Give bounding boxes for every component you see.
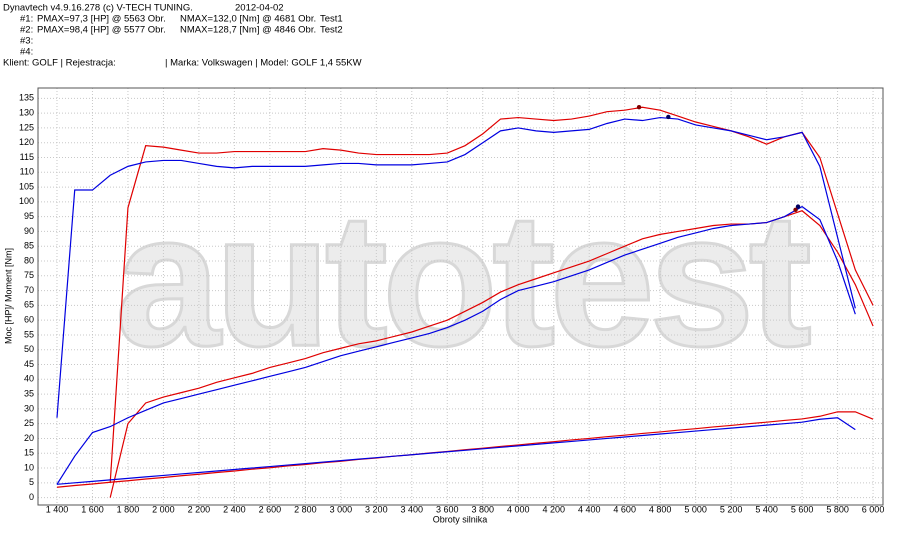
y-tick-label: 50: [24, 344, 34, 354]
peak-marker: [666, 114, 671, 120]
test-nmax: NMAX=132,0 [Nm] @ 4681 Obr.: [180, 14, 316, 25]
y-tick-label: 40: [24, 374, 34, 384]
test-id: #2:: [20, 25, 33, 36]
y-tick-label: 5: [29, 477, 34, 487]
x-tick-label: 2 600: [259, 504, 282, 514]
x-tick-label: 4 200: [542, 504, 565, 514]
x-tick-label: 3 000: [330, 504, 353, 514]
x-tick-label: 3 200: [365, 504, 388, 514]
car: | Marka: Volkswagen | Model: GOLF 1,4 55…: [165, 58, 362, 69]
peak-marker: [793, 207, 798, 213]
peak-marker: [636, 105, 642, 110]
y-tick-label: 30: [24, 403, 34, 413]
x-tick-label: 6 000: [862, 504, 885, 514]
x-tick-label: 3 400: [401, 504, 424, 514]
curve: [109, 106, 874, 483]
y-axis-label: Moc [HP]/ Moment [Nm]: [3, 248, 13, 344]
test-pmax: PMAX=97,3 [HP] @ 5563 Obr.: [37, 14, 166, 25]
y-tick-label: 70: [24, 285, 34, 295]
x-tick-label: 4 600: [613, 504, 636, 514]
y-tick-label: 10: [24, 462, 34, 472]
x-tick-label: 4 400: [578, 504, 601, 514]
y-tick-label: 0: [29, 492, 34, 502]
x-tick-label: 2 800: [294, 504, 317, 514]
test-pmax: PMAX=98,4 [HP] @ 5577 Obr.: [37, 25, 166, 36]
y-tick-label: 45: [24, 359, 34, 369]
test-id: #1:: [20, 14, 33, 25]
test-name: Test1: [320, 14, 343, 25]
test-name: Test2: [320, 25, 343, 36]
client: Klient: GOLF | Rejestracja:: [3, 58, 116, 69]
test-id: #3:: [20, 36, 33, 47]
x-tick-label: 4 000: [507, 504, 530, 514]
curve: [56, 417, 856, 485]
x-tick-label: 1 800: [117, 504, 140, 514]
y-tick-label: 85: [24, 241, 34, 251]
date: 2012-04-02: [235, 3, 284, 14]
y-tick-label: 55: [24, 329, 34, 339]
x-tick-label: 4 800: [649, 504, 672, 514]
test-id: #4:: [20, 47, 33, 58]
y-tick-label: 120: [19, 137, 34, 147]
watermark: autotest: [115, 174, 810, 386]
y-tick-label: 105: [19, 181, 34, 191]
y-tick-label: 20: [24, 433, 34, 443]
y-tick-label: 130: [19, 108, 34, 118]
plot-area: [38, 88, 883, 505]
y-tick-label: 135: [19, 93, 34, 103]
y-tick-label: 15: [24, 448, 34, 458]
x-tick-label: 5 000: [684, 504, 707, 514]
y-tick-label: 90: [24, 226, 34, 236]
x-tick-label: 5 400: [755, 504, 778, 514]
curve: [56, 205, 856, 485]
test-nmax: NMAX=128,7 [Nm] @ 4846 Obr.: [180, 25, 316, 36]
x-tick-label: 1 400: [46, 504, 69, 514]
x-tick-label: 3 600: [436, 504, 459, 514]
y-tick-label: 100: [19, 196, 34, 206]
y-tick-label: 35: [24, 388, 34, 398]
y-tick-label: 75: [24, 270, 34, 280]
y-tick-label: 95: [24, 211, 34, 221]
x-tick-label: 2 400: [223, 504, 246, 514]
y-tick-label: 25: [24, 418, 34, 428]
x-tick-label: 1 600: [81, 504, 104, 514]
y-tick-label: 80: [24, 255, 34, 265]
x-tick-label: 5 200: [720, 504, 743, 514]
x-tick-label: 5 600: [791, 504, 814, 514]
curve: [56, 116, 856, 418]
y-tick-label: 60: [24, 315, 34, 325]
plot-border: [37, 87, 884, 506]
y-tick-label: 65: [24, 300, 34, 310]
x-tick-label: 2 200: [188, 504, 211, 514]
peak-marker: [795, 204, 801, 209]
x-axis-label: Obroty silnika: [433, 514, 488, 524]
app-title: Dynavtech v4.9.16.278 (c) V-TECH TUNING.: [3, 3, 193, 14]
y-tick-label: 125: [19, 122, 34, 132]
x-tick-label: 3 800: [471, 504, 494, 514]
y-tick-label: 115: [20, 152, 34, 162]
x-tick-label: 2 000: [152, 504, 175, 514]
x-tick-label: 5 800: [826, 504, 849, 514]
y-tick-label: 110: [20, 167, 34, 177]
